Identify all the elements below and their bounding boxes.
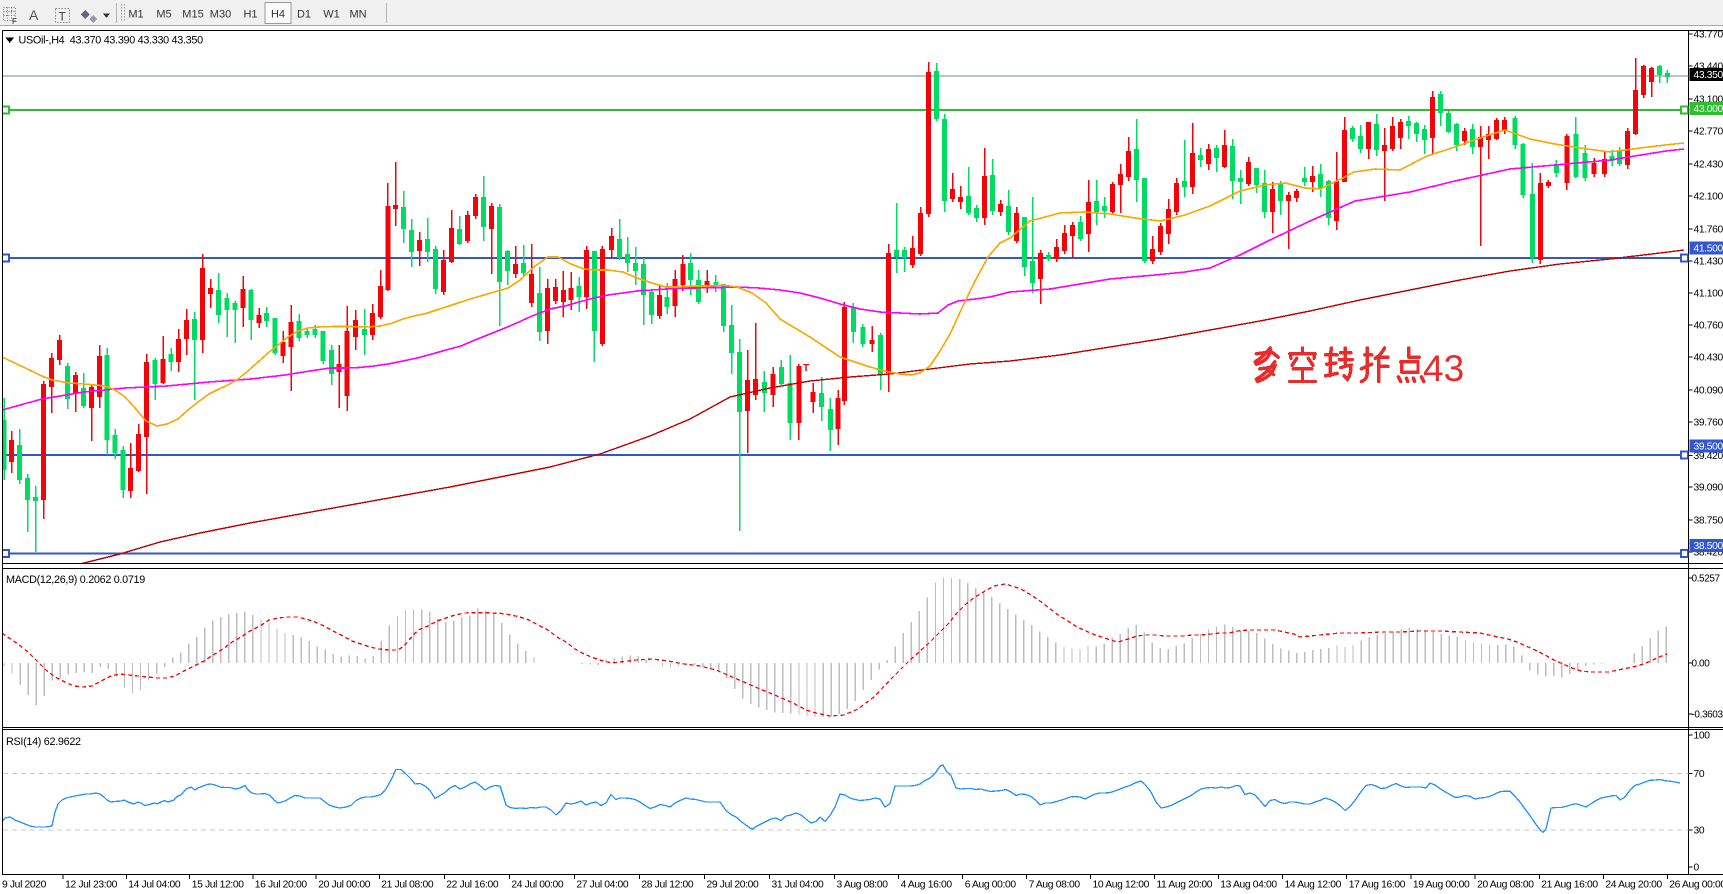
svg-text:0.00: 0.00: [1692, 659, 1711, 670]
svg-text:0.5257: 0.5257: [1692, 574, 1721, 585]
svg-text:21 Aug 16:00: 21 Aug 16:00: [1541, 880, 1598, 891]
svg-text:41.430: 41.430: [1694, 257, 1723, 268]
svg-text:M5: M5: [156, 9, 171, 21]
svg-text:41.100: 41.100: [1694, 289, 1723, 300]
svg-text:11 Aug 20:00: 11 Aug 20:00: [1156, 880, 1212, 891]
svg-text:H1: H1: [243, 9, 257, 21]
svg-text:30: 30: [1694, 826, 1705, 837]
svg-text:10 Aug 12:00: 10 Aug 12:00: [1093, 880, 1150, 891]
svg-text:39.090: 39.090: [1694, 483, 1723, 494]
svg-text:24 Jul 00:00: 24 Jul 00:00: [511, 880, 564, 891]
svg-text:14 Aug 12:00: 14 Aug 12:00: [1285, 880, 1342, 891]
svg-text:43.000: 43.000: [1694, 104, 1723, 115]
svg-text:38.750: 38.750: [1694, 516, 1723, 527]
svg-text:6 Aug 00:00: 6 Aug 00:00: [965, 880, 1017, 891]
svg-text:42.430: 42.430: [1694, 160, 1723, 171]
svg-text:RSI(14) 62.9622: RSI(14) 62.9622: [6, 736, 81, 748]
svg-text:40.090: 40.090: [1694, 386, 1723, 397]
svg-text:MACD(12,26,9) 0.2062 0.0719: MACD(12,26,9) 0.2062 0.0719: [6, 574, 145, 586]
svg-text:20 Jul 00:00: 20 Jul 00:00: [318, 880, 371, 891]
svg-text:39.760: 39.760: [1694, 418, 1723, 429]
svg-text:41.760: 41.760: [1694, 225, 1723, 236]
svg-text:7 Aug 08:00: 7 Aug 08:00: [1029, 880, 1081, 891]
svg-text:W1: W1: [323, 9, 340, 21]
svg-text:20 Aug 08:00: 20 Aug 08:00: [1477, 880, 1534, 891]
svg-text:42.770: 42.770: [1694, 127, 1723, 138]
svg-text:100: 100: [1694, 731, 1711, 742]
svg-text:13 Aug 04:00: 13 Aug 04:00: [1220, 880, 1277, 891]
svg-text:F: F: [12, 17, 17, 26]
svg-text:A: A: [29, 7, 39, 23]
svg-text:31 Jul 04:00: 31 Jul 04:00: [772, 880, 825, 891]
svg-text:39.500: 39.500: [1694, 442, 1723, 453]
svg-text:70: 70: [1694, 769, 1705, 780]
svg-text:H4: H4: [271, 9, 285, 21]
svg-text:16 Jul 20:00: 16 Jul 20:00: [255, 880, 308, 891]
svg-text:26 Aug 00:00: 26 Aug 00:00: [1669, 880, 1723, 891]
svg-text:40.760: 40.760: [1694, 321, 1723, 332]
svg-text:42.100: 42.100: [1694, 192, 1723, 203]
svg-text:M1: M1: [128, 9, 143, 21]
svg-text:40.430: 40.430: [1694, 353, 1723, 364]
svg-text:38.500: 38.500: [1694, 541, 1723, 552]
svg-text:38.420: 38.420: [1694, 548, 1723, 559]
svg-text:24 Aug 20:00: 24 Aug 20:00: [1605, 880, 1662, 891]
svg-text:28 Jul 12:00: 28 Jul 12:00: [641, 880, 694, 891]
svg-text:T: T: [803, 363, 809, 374]
svg-text:17 Aug 16:00: 17 Aug 16:00: [1349, 880, 1406, 891]
svg-text:43.350: 43.350: [1694, 70, 1723, 81]
svg-text:19 Aug 00:00: 19 Aug 00:00: [1413, 880, 1470, 891]
svg-text:M15: M15: [182, 9, 203, 21]
svg-text:T: T: [59, 10, 67, 24]
svg-text:39.420: 39.420: [1694, 451, 1723, 462]
svg-text:4 Aug 16:00: 4 Aug 16:00: [901, 880, 953, 891]
svg-text:3 Aug 08:00: 3 Aug 08:00: [837, 880, 889, 891]
svg-text:M30: M30: [210, 9, 231, 21]
svg-text:USOil-,H4 43.370 43.390 43.33: USOil-,H4 43.370 43.390 43.330 43.350: [19, 35, 204, 47]
svg-text:0: 0: [1694, 863, 1700, 874]
svg-text:MN: MN: [349, 9, 366, 21]
svg-text:43: 43: [1423, 348, 1464, 389]
svg-text:41.500: 41.500: [1694, 244, 1723, 255]
svg-text:15 Jul 12:00: 15 Jul 12:00: [192, 880, 245, 891]
svg-text:12 Jul 23:00: 12 Jul 23:00: [65, 880, 118, 891]
svg-text:43.440: 43.440: [1694, 62, 1723, 73]
svg-text:9 Jul 2020: 9 Jul 2020: [2, 880, 47, 891]
svg-text:-0.3603: -0.3603: [1692, 710, 1723, 721]
svg-text:43.100: 43.100: [1694, 95, 1723, 106]
svg-text:D1: D1: [297, 9, 311, 21]
svg-text:27 Jul 04:00: 27 Jul 04:00: [576, 880, 629, 891]
svg-text:43.770: 43.770: [1694, 30, 1723, 41]
svg-text:21 Jul 08:00: 21 Jul 08:00: [381, 880, 434, 891]
svg-text:14 Jul 04:00: 14 Jul 04:00: [128, 880, 181, 891]
svg-text:29 Jul 20:00: 29 Jul 20:00: [707, 880, 760, 891]
svg-text:22 Jul 16:00: 22 Jul 16:00: [446, 880, 499, 891]
